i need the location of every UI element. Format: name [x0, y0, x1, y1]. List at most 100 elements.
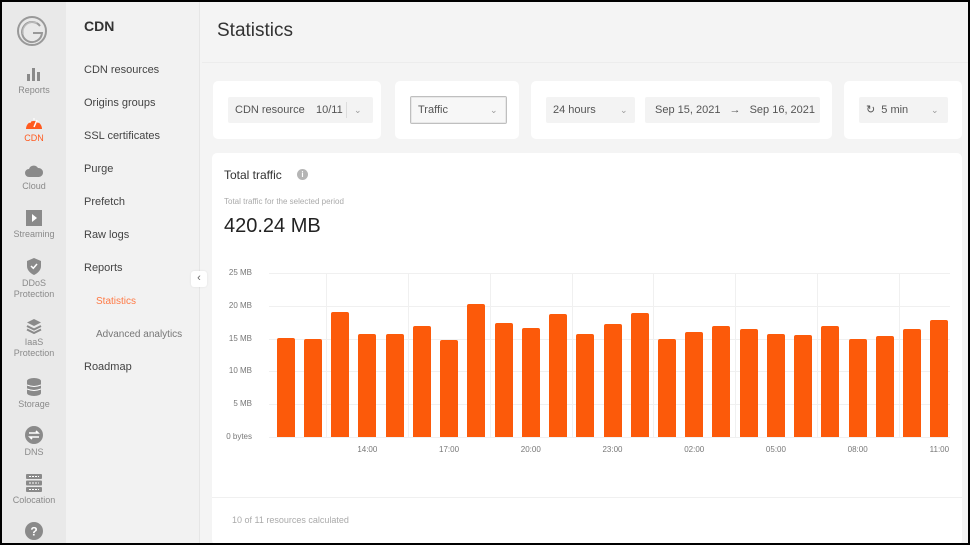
x-axis-label: 17:00 [439, 445, 460, 454]
cdn-resource-select[interactable]: CDN resource 10/11 ⌄ [228, 97, 373, 123]
cdn-resource-label: CDN resource [235, 104, 305, 116]
subnav-item-advanced-analytics[interactable]: Advanced analytics [96, 329, 183, 340]
traffic-bar[interactable] [331, 311, 350, 437]
cdn-resource-count: 10/11 [316, 104, 343, 116]
product-rail: Reports CDN Cloud Streaming DDoS Protect… [2, 2, 66, 543]
subnav-item-roadmap[interactable]: Roadmap [84, 361, 132, 373]
traffic-bar[interactable] [467, 303, 486, 437]
rail-item-cloud[interactable]: Cloud [2, 164, 66, 192]
subnav-item-ssl-certificates[interactable]: SSL certificates [84, 130, 161, 142]
rail-label: Reports [18, 85, 50, 95]
traffic-bar[interactable] [930, 320, 949, 437]
traffic-bar[interactable] [685, 332, 704, 437]
traffic-bar[interactable] [821, 326, 840, 437]
refresh-icon: ↻ [866, 104, 876, 116]
traffic-bar[interactable] [358, 334, 377, 437]
gridline [816, 273, 818, 437]
gridline [735, 273, 737, 437]
traffic-bar[interactable] [712, 326, 731, 437]
cloud-icon [25, 165, 44, 177]
gridline [898, 273, 900, 437]
rail-label: Storage [18, 399, 50, 409]
chevron-down-icon: ⌄ [931, 105, 939, 115]
traffic-bar[interactable] [440, 339, 459, 437]
gcore-logo-icon[interactable] [15, 14, 49, 48]
refresh-interval-select[interactable]: ↻ 5 min ⌄ [859, 97, 948, 123]
y-axis-label: 10 MB [228, 366, 252, 376]
refresh-filter-card: ↻ 5 min ⌄ [844, 81, 962, 139]
cdn-subnav: CDN CDN resources Origins groups SSL cer… [66, 2, 200, 543]
traffic-bar[interactable] [875, 335, 894, 437]
traffic-bar[interactable] [303, 338, 322, 437]
rail-item-colocation[interactable]: Colocation [2, 474, 66, 506]
rail-label: CDN [24, 133, 44, 143]
speedometer-icon [26, 118, 42, 129]
subnav-item-prefetch[interactable]: Prefetch [84, 196, 125, 208]
traffic-bar[interactable] [549, 313, 568, 437]
help-icon: ? [25, 522, 43, 540]
chevron-left-icon: ‹ [197, 272, 201, 284]
rail-label: Protection [13, 348, 55, 358]
arrow-right-icon: → [729, 104, 741, 116]
gridline [489, 273, 491, 437]
resource-filter-card: CDN resource 10/11 ⌄ [213, 81, 381, 139]
date-range-picker[interactable]: Sep 15, 2021 → Sep 16, 2021 [645, 97, 820, 123]
subnav-item-reports[interactable]: Reports [84, 262, 123, 274]
rail-item-iaas-protection[interactable]: IaaS Protection [2, 318, 66, 359]
collapse-sidebar-button[interactable]: ‹ [191, 271, 207, 287]
chevron-down-icon: ⌄ [354, 105, 362, 115]
resources-calculated-note: 10 of 11 resources calculated [232, 515, 349, 525]
metric-select[interactable]: Traffic ⌄ [410, 96, 507, 124]
metric-select-value: Traffic [418, 104, 448, 116]
rail-item-cdn[interactable]: CDN [2, 114, 66, 144]
gridline [269, 437, 950, 438]
traffic-bar[interactable] [521, 328, 540, 437]
card-footer-divider [212, 497, 962, 498]
traffic-bar[interactable] [494, 322, 513, 437]
traffic-bar[interactable] [276, 337, 295, 437]
subnav-item-origins-groups[interactable]: Origins groups [84, 97, 156, 109]
total-traffic-value: 420.24 MB [224, 215, 321, 237]
rail-item-ddos-protection[interactable]: DDoS Protection [2, 258, 66, 300]
rail-item-reports[interactable]: Reports [2, 66, 66, 96]
rail-item-dns[interactable]: DNS [2, 426, 66, 458]
traffic-bar[interactable] [576, 334, 595, 437]
rail-item-streaming[interactable]: Streaming [2, 210, 66, 240]
traffic-bar[interactable] [739, 328, 758, 437]
play-icon [26, 210, 42, 226]
rail-item-storage[interactable]: Storage [2, 378, 66, 410]
traffic-bar[interactable] [848, 338, 867, 437]
header-divider [202, 62, 968, 63]
subnav-item-raw-logs[interactable]: Raw logs [84, 229, 130, 241]
traffic-bar[interactable] [412, 326, 431, 437]
gridline [408, 273, 410, 437]
subnav-item-cdn-resources[interactable]: CDN resources [84, 64, 160, 76]
subnav-item-statistics[interactable]: Statistics [96, 296, 137, 307]
traffic-bar[interactable] [603, 324, 622, 437]
traffic-bar[interactable] [766, 334, 785, 437]
chevron-down-icon: ⌄ [490, 105, 498, 115]
period-select[interactable]: 24 hours ⌄ [546, 97, 635, 123]
rail-item-help[interactable]: ? [2, 522, 66, 543]
rail-label: DNS [24, 447, 44, 457]
gridline [269, 273, 950, 274]
total-traffic-card: Total traffic i Total traffic for the se… [212, 153, 962, 543]
traffic-bar[interactable] [657, 338, 676, 437]
subnav-item-purge[interactable]: Purge [84, 163, 114, 175]
traffic-bar[interactable] [385, 334, 404, 437]
y-axis-label: 15 MB [228, 333, 252, 343]
info-icon[interactable]: i [297, 169, 308, 180]
chart-title: Total traffic [224, 168, 282, 182]
select-divider [346, 102, 347, 118]
layers-icon [26, 319, 42, 334]
traffic-bar[interactable] [903, 328, 922, 437]
x-axis-label: 05:00 [765, 445, 786, 454]
period-filter-card: 24 hours ⌄ Sep 15, 2021 → Sep 16, 2021 [531, 81, 832, 139]
traffic-bar[interactable] [794, 334, 813, 437]
chevron-down-icon: ⌄ [620, 105, 628, 115]
shield-check-icon [27, 258, 41, 275]
traffic-bar[interactable] [630, 313, 649, 437]
x-axis-label: 23:00 [602, 445, 623, 454]
period-select-value: 24 hours [553, 104, 596, 116]
x-axis-label: 11:00 [929, 445, 950, 454]
